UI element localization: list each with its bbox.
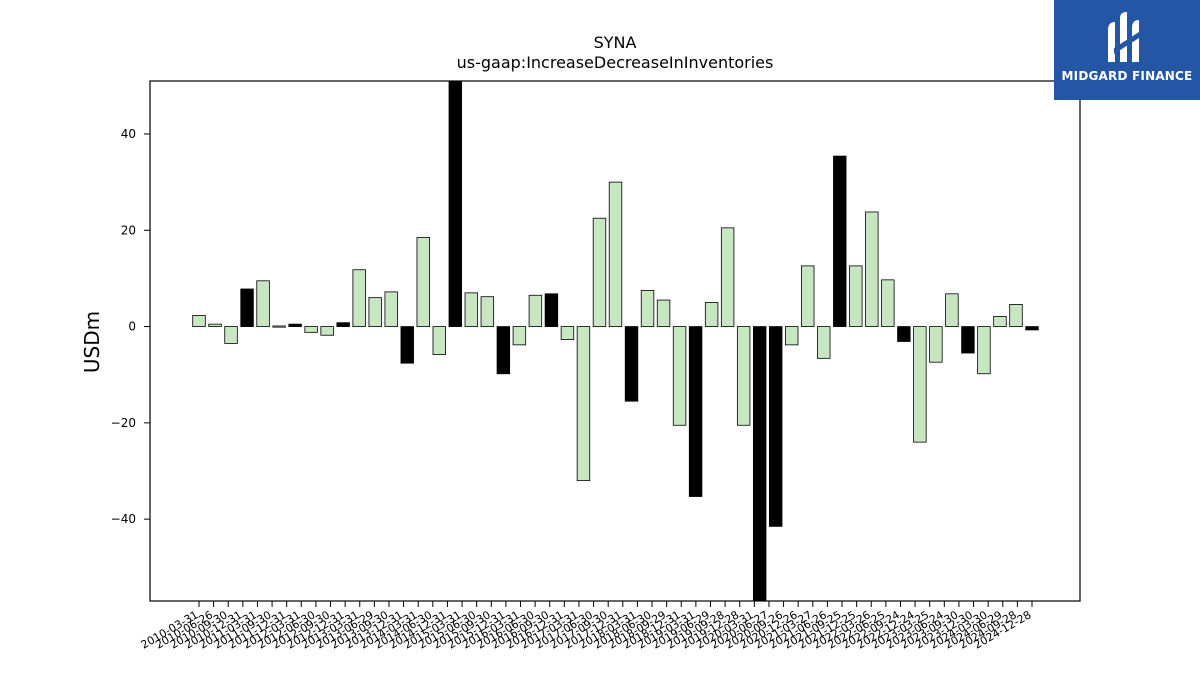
- bar: [640, 290, 655, 327]
- chart-subtitle: us-gaap:IncreaseDecreaseInInventories: [457, 53, 774, 72]
- bar: [977, 326, 991, 375]
- bar: [608, 181, 623, 327]
- brand-logo: MIDGARD FINANCE: [1054, 0, 1200, 100]
- bar: [849, 265, 863, 327]
- bar: [400, 326, 414, 364]
- bar: [945, 293, 959, 327]
- bar: [528, 294, 543, 327]
- bar: [224, 326, 238, 344]
- bar: [368, 297, 382, 327]
- bar: [801, 265, 815, 327]
- plot-frame: [149, 80, 1081, 602]
- bar: [256, 280, 270, 327]
- y-tick-label: 0: [128, 320, 136, 334]
- chart-title: SYNA: [594, 33, 637, 52]
- y-tick-label: 40: [121, 127, 136, 141]
- bar: [929, 326, 943, 363]
- bar: [1025, 326, 1039, 331]
- brand-name: MIDGARD FINANCE: [1061, 69, 1193, 83]
- y-tick-label: 20: [121, 223, 136, 237]
- bar: [320, 326, 334, 336]
- bar: [961, 326, 975, 354]
- midgard-m-icon: [1108, 12, 1139, 62]
- bar: [736, 326, 751, 426]
- bar-series: [192, 80, 1039, 602]
- y-tick-label: −20: [111, 416, 136, 430]
- bar: [352, 269, 366, 327]
- bar: [544, 293, 559, 327]
- bar: [384, 291, 398, 327]
- bar: [208, 323, 222, 327]
- bar: [785, 326, 799, 346]
- bar: [993, 316, 1007, 327]
- bar: [432, 326, 446, 355]
- bar: [656, 299, 671, 327]
- bar: [336, 322, 350, 327]
- bar: [865, 211, 879, 327]
- bar: [272, 325, 286, 328]
- bar: [833, 155, 847, 327]
- bar: [240, 288, 254, 327]
- bar: [752, 326, 767, 602]
- bar: [448, 80, 463, 327]
- bar: [416, 237, 430, 327]
- bar: [192, 315, 206, 327]
- bar: [704, 302, 719, 327]
- bar: [592, 217, 607, 327]
- bar: [881, 279, 895, 327]
- bar: [496, 326, 511, 375]
- bar: [720, 227, 735, 327]
- y-tick-label: −40: [111, 512, 136, 526]
- bar: [897, 326, 911, 342]
- y-axis-label: USDm: [80, 311, 104, 373]
- x-axis-ticks: 2010-03-312010-06-262010-09-302010-12-31…: [139, 601, 1034, 652]
- bar: [576, 326, 591, 482]
- bar: [304, 326, 318, 333]
- bar: [288, 323, 302, 327]
- bar: [688, 326, 703, 497]
- bar: [1009, 304, 1023, 327]
- bar: [560, 326, 575, 340]
- bar: [512, 326, 527, 346]
- bar: [817, 326, 831, 359]
- y-axis-ticks: −40 −20 0 20 40: [111, 127, 150, 526]
- bar: [624, 326, 639, 402]
- bar: [913, 326, 927, 443]
- bar: [480, 296, 495, 327]
- bar: [672, 326, 687, 426]
- bar: [464, 292, 479, 327]
- bar: [768, 326, 783, 527]
